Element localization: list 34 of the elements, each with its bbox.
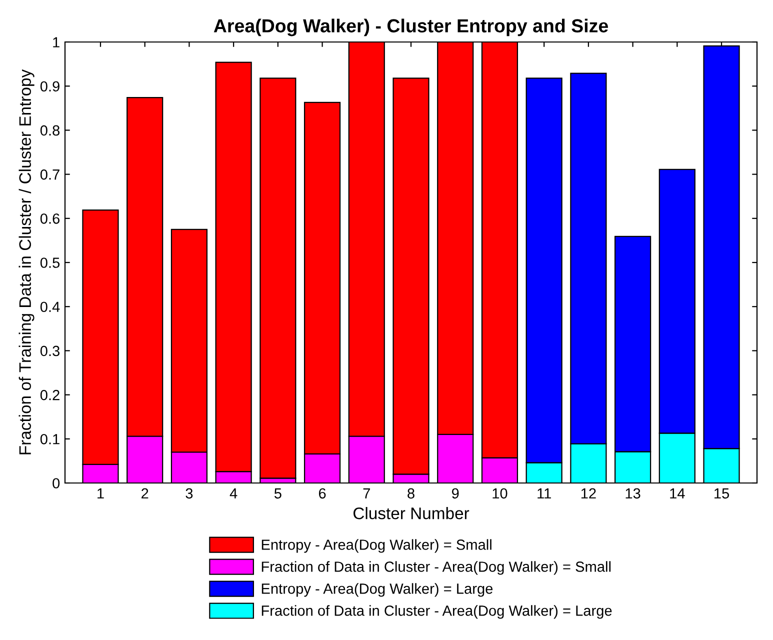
y-tick-label: 0.8 xyxy=(40,125,60,136)
x-tick-label: 2 xyxy=(142,488,148,498)
x-tick-label: 6 xyxy=(318,488,326,499)
y-tick-label: 0.6 xyxy=(40,214,60,224)
y-tick-label: 0.5 xyxy=(40,258,60,268)
x-tick-label: 9 xyxy=(452,488,459,499)
x-tick-label: 10 xyxy=(492,488,508,499)
x-tick-label: 1 xyxy=(98,488,104,498)
x-tick-label: 5 xyxy=(274,488,282,499)
legend-label: Entropy - Area(Dog Walker) = Small xyxy=(262,539,492,553)
chart-title: Area(Dog Walker) - Cluster Entropy and Size xyxy=(214,18,608,36)
legend-label: Entropy - Area(Dog Walker) = Large xyxy=(262,583,493,597)
y-tick-label: 0.3 xyxy=(40,346,60,356)
x-tick-label: 4 xyxy=(230,488,238,498)
x-tick-label: 3 xyxy=(186,488,193,499)
y-tick-label: 1 xyxy=(53,37,60,48)
x-tick-label: 8 xyxy=(408,488,414,499)
y-tick-label: 0.2 xyxy=(40,390,60,400)
y-tick-label: 0.9 xyxy=(40,81,60,92)
x-tick-label: 13 xyxy=(626,488,640,499)
x-tick-label: 14 xyxy=(670,488,685,498)
x-tick-label: 7 xyxy=(363,488,370,498)
y-tick-label: 0 xyxy=(52,478,60,488)
y-tick-label: 0.7 xyxy=(40,169,60,180)
legend-label: Fraction of Data in Cluster - Area(Dog Walker) = Large xyxy=(262,605,612,619)
legend-label: Fraction of Data in Cluster - Area(Dog Walker) = Small xyxy=(262,561,611,575)
y-tick-label: 0.4 xyxy=(40,302,60,312)
x-tick-label: 12 xyxy=(581,488,596,498)
y-tick-label: 0.1 xyxy=(40,434,60,444)
bar xyxy=(260,78,296,479)
x-tick-label: 11 xyxy=(538,488,551,498)
x-axis-title: Cluster Number xyxy=(354,507,470,520)
x-tick-label: 15 xyxy=(714,488,730,499)
y-axis-title: Fraction of Training Data in Cluster / Cluster Entropy xyxy=(18,69,34,454)
